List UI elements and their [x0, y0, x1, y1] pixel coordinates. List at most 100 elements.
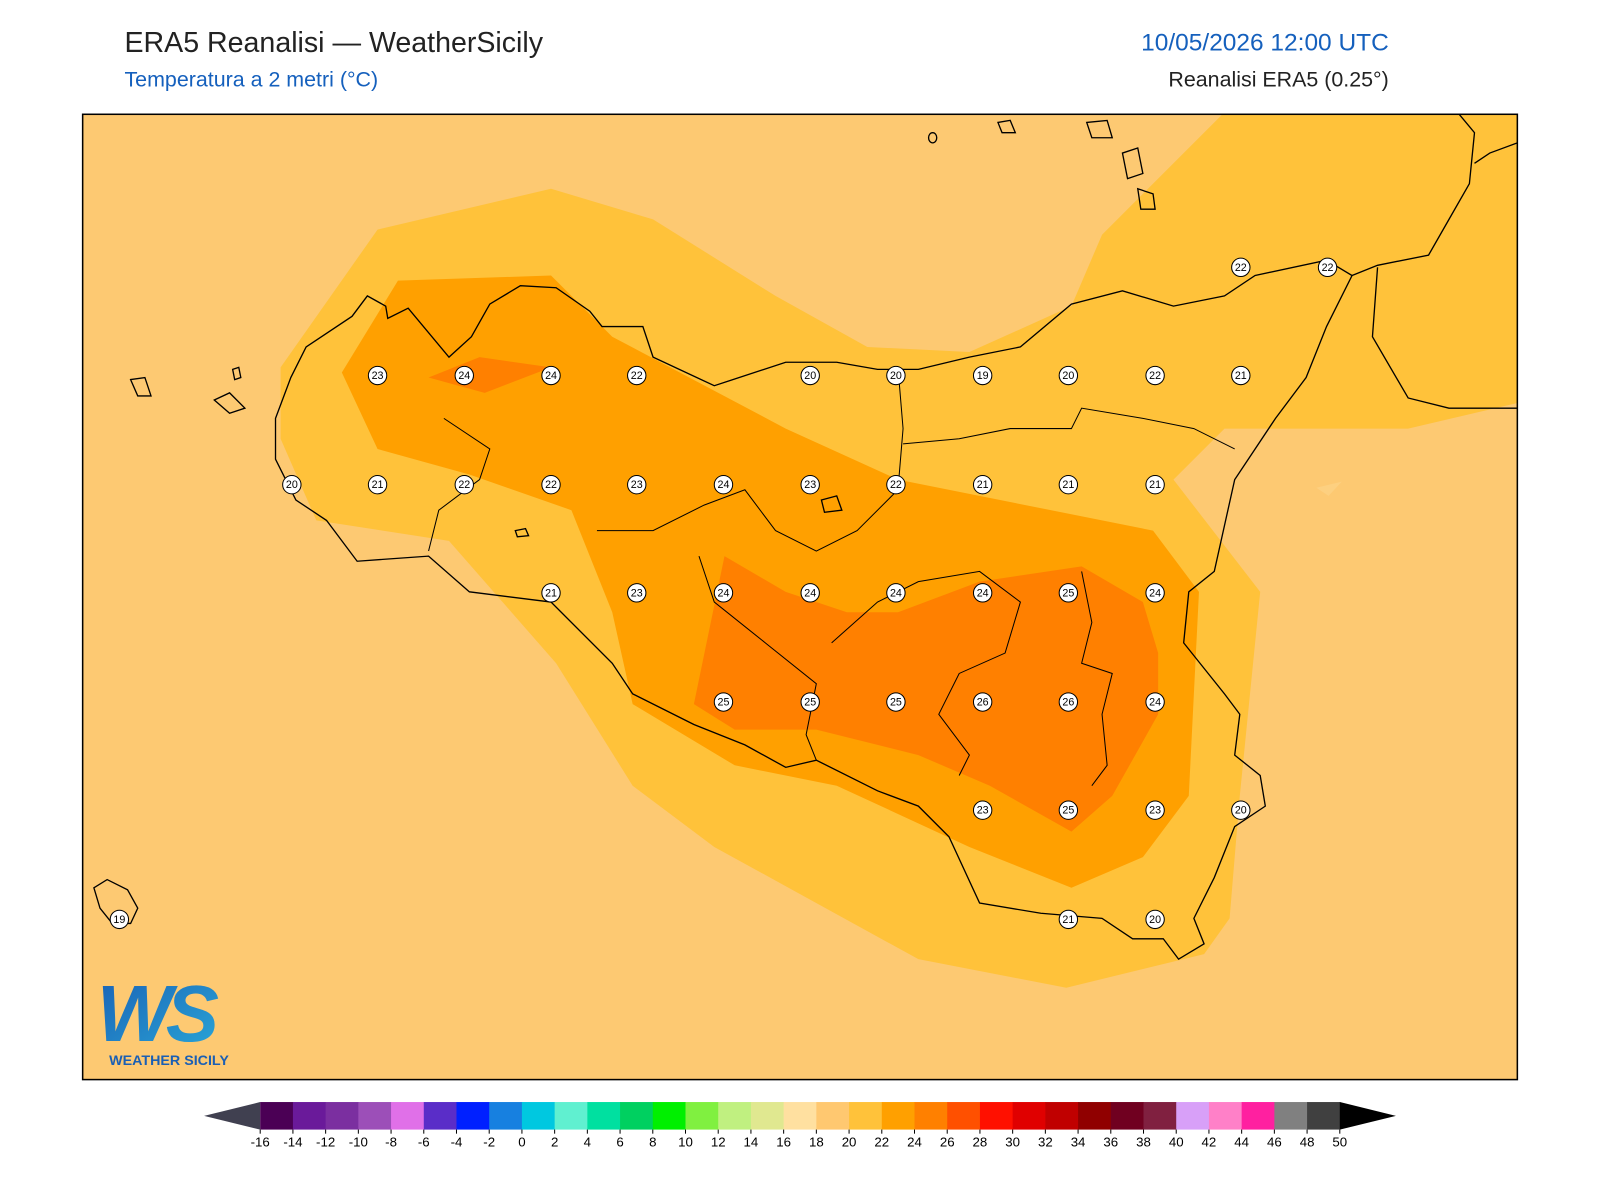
station-marker — [800, 692, 820, 712]
colorbar-tick-label: 34 — [1071, 1134, 1086, 1149]
station-marker — [886, 475, 906, 495]
colorbar-tick-label: -10 — [349, 1134, 368, 1149]
station-marker — [454, 475, 474, 495]
colorbar-tick-label: 50 — [1332, 1134, 1347, 1149]
colorbar-box — [881, 1102, 916, 1130]
station-value: 24 — [718, 479, 730, 491]
colorbar-box — [1176, 1102, 1210, 1130]
station-marker — [972, 365, 993, 386]
station-value: 26 — [977, 697, 989, 709]
station-value: 20 — [1062, 370, 1074, 382]
logo: WS WEATHER SICILY — [97, 969, 229, 1069]
colorbar: -16 -14 -12 -10 -8 -6 -4 -2 0 2 4 6 8 10 12 14 16 18 20 22 2… — [204, 1102, 1396, 1149]
colorbar-box — [521, 1102, 556, 1130]
colorbar-box — [1307, 1102, 1341, 1130]
colorbar-tick-label: 18 — [809, 1134, 824, 1149]
colorbar-tick-label: -16 — [251, 1134, 270, 1149]
station-value: 24 — [545, 370, 557, 382]
station-value: 25 — [1062, 805, 1074, 817]
station-marker — [886, 692, 906, 712]
station-value: 19 — [977, 370, 989, 382]
colorbar-tick-label: 6 — [616, 1134, 623, 1149]
colorbar-tick-label: 44 — [1234, 1134, 1249, 1149]
colorbar-tick-label: 20 — [842, 1134, 857, 1149]
colorbar-box — [1110, 1102, 1145, 1130]
station-marker — [800, 475, 820, 495]
station-value: 24 — [804, 587, 816, 599]
colorbar-tick-label: -14 — [283, 1134, 302, 1149]
station-value: 25 — [718, 697, 730, 709]
coast-calabria — [1351, 114, 1518, 409]
contour-small — [1316, 481, 1342, 496]
station-value: 21 — [1062, 914, 1074, 926]
station-marker — [800, 583, 820, 603]
station-marker — [972, 583, 993, 603]
station-marker — [972, 800, 993, 820]
station-value: 25 — [1062, 587, 1074, 599]
station-value: 21 — [1062, 479, 1074, 491]
station-value: 20 — [890, 370, 902, 382]
colorbar-box — [489, 1102, 523, 1130]
colorbar-tick-label: 38 — [1136, 1134, 1151, 1149]
island — [93, 878, 139, 925]
station-marker — [1145, 909, 1165, 930]
station-marker — [627, 365, 647, 386]
station-value: 21 — [372, 479, 384, 491]
colorbar-tick-label: -4 — [451, 1134, 463, 1149]
station-value: 20 — [804, 370, 816, 382]
station-value: 24 — [890, 587, 902, 599]
colorbar-tick-label: 8 — [649, 1134, 656, 1149]
station-value: 25 — [804, 697, 816, 709]
station-marker — [1058, 909, 1079, 930]
station-value: 23 — [631, 479, 643, 491]
colorbar-box — [325, 1102, 359, 1130]
station-value: 20 — [286, 479, 298, 491]
colorbar-box — [979, 1102, 1014, 1130]
station-value: 24 — [718, 587, 730, 599]
colorbar-tick-label: 40 — [1169, 1134, 1184, 1149]
station-value: 24 — [458, 370, 470, 382]
colorbar-box — [456, 1102, 490, 1130]
colorbar-box — [685, 1102, 719, 1130]
colorbar-box — [260, 1102, 294, 1130]
colorbar-box — [358, 1102, 392, 1130]
colorbar-tick-label: 4 — [584, 1134, 591, 1149]
station-marker — [1058, 475, 1079, 495]
station-value: 22 — [890, 479, 902, 491]
colorbar-tick-label: 24 — [907, 1134, 922, 1149]
station-marker — [886, 365, 906, 386]
colorbar-tick-label: 26 — [940, 1134, 955, 1149]
colorbar-tick-label: 14 — [744, 1134, 759, 1149]
colorbar-box — [1012, 1102, 1046, 1130]
datetime: 10/05/2026 12:00 UTC — [1141, 29, 1389, 56]
colorbar-box — [816, 1102, 850, 1130]
station-marker — [1058, 692, 1079, 712]
station-value: 24 — [1149, 697, 1161, 709]
station-marker — [1145, 475, 1165, 495]
station-value: 19 — [113, 914, 125, 926]
colorbar-tick-label: -12 — [316, 1134, 335, 1149]
station-marker — [1058, 365, 1079, 386]
station-marker — [1145, 365, 1165, 386]
logo-text: WEATHER SICILY — [109, 1053, 229, 1069]
colorbar-box — [391, 1102, 425, 1130]
station-marker — [1145, 583, 1165, 603]
colorbar-box — [292, 1102, 327, 1130]
colorbar-tick-label: 12 — [711, 1134, 726, 1149]
station-value: 26 — [1062, 697, 1074, 709]
map: 22 22 23 24 24 22 20 20 19 20 22 21 20 21 22 22 23 24 23 22… — [82, 114, 1518, 1080]
contour-24-26 — [428, 357, 1159, 832]
logo-mark: WS — [97, 969, 219, 1058]
station-value: 21 — [977, 479, 989, 491]
station-marker — [367, 365, 388, 386]
station-value: 23 — [1149, 805, 1161, 817]
station-marker — [1231, 800, 1251, 820]
colorbar-box — [587, 1102, 621, 1130]
station-marker — [367, 475, 388, 495]
colorbar-box — [783, 1102, 817, 1130]
station-value: 23 — [372, 370, 384, 382]
station-value: 21 — [1149, 479, 1161, 491]
station-marker — [454, 365, 474, 386]
province-borders — [428, 367, 1235, 787]
station-value: 20 — [1149, 914, 1161, 926]
